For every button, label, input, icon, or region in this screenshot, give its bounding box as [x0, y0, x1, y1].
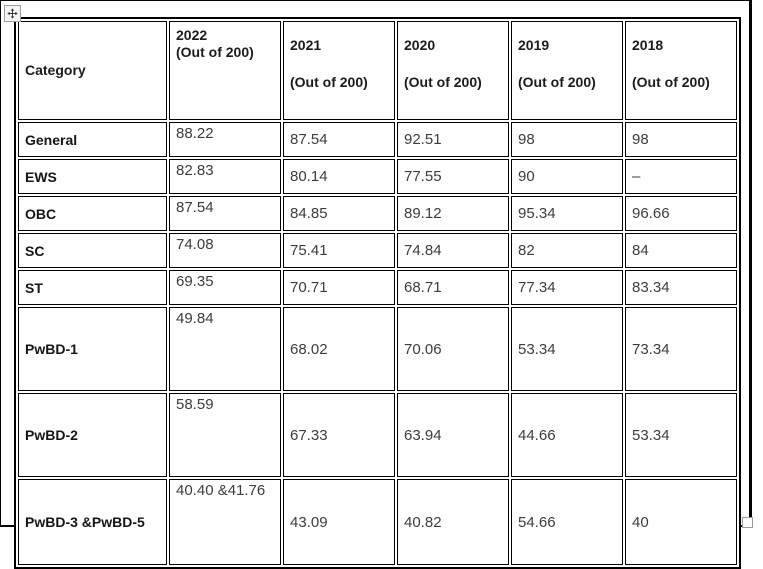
- value-cell[interactable]: 98: [511, 122, 623, 157]
- value-cell[interactable]: 82: [511, 233, 623, 268]
- value-cell[interactable]: 67.33: [283, 393, 395, 477]
- value-cell[interactable]: 68.71: [397, 270, 509, 305]
- value-cell[interactable]: 87.54: [169, 196, 281, 231]
- value-cell[interactable]: 84.85: [283, 196, 395, 231]
- value-cell[interactable]: 68.02: [283, 307, 395, 391]
- out-of-label: (Out of 200): [176, 44, 254, 60]
- year-label: 2020: [404, 37, 436, 53]
- value-cell[interactable]: 92.51: [397, 122, 509, 157]
- value-cell[interactable]: 80.14: [283, 159, 395, 194]
- value-cell[interactable]: 73.34: [625, 307, 737, 391]
- out-of-label: (Out of 200): [404, 74, 482, 90]
- table-row-st: ST 69.35 70.71 68.71 77.34 83.34: [18, 270, 737, 305]
- header-cell-2019[interactable]: 2019 (Out of 200): [511, 21, 623, 120]
- table-row-pwbd3-5: PwBD-3 &PwBD-5 40.40 &41.76 43.09 40.82 …: [18, 479, 737, 565]
- value-cell[interactable]: 74.84: [397, 233, 509, 268]
- table-row-pwbd1: PwBD-1 49.84 68.02 70.06 53.34 73.34: [18, 307, 737, 391]
- year-label: 2019: [518, 37, 550, 53]
- table-row-general: General 88.22 87.54 92.51 98 98: [18, 122, 737, 157]
- value-cell[interactable]: 70.06: [397, 307, 509, 391]
- value-cell[interactable]: 63.94: [397, 393, 509, 477]
- value-cell[interactable]: 88.22: [169, 122, 281, 157]
- value-cell[interactable]: 69.35: [169, 270, 281, 305]
- category-cell[interactable]: PwBD-3 &PwBD-5: [18, 479, 167, 565]
- value-cell[interactable]: 58.59: [169, 393, 281, 477]
- category-cell[interactable]: General: [18, 122, 167, 157]
- cutoff-table: Category 2022 (Out of 200) 2021 (Out of …: [14, 17, 741, 569]
- value-cell[interactable]: 84: [625, 233, 737, 268]
- category-cell[interactable]: EWS: [18, 159, 167, 194]
- table-row-ews: EWS 82.83 80.14 77.55 90 –: [18, 159, 737, 194]
- value-cell[interactable]: 95.34: [511, 196, 623, 231]
- value-cell[interactable]: 98: [625, 122, 737, 157]
- value-cell[interactable]: 40: [625, 479, 737, 565]
- out-of-label: (Out of 200): [518, 74, 596, 90]
- value-cell[interactable]: –: [625, 159, 737, 194]
- category-cell[interactable]: ST: [18, 270, 167, 305]
- value-cell[interactable]: 77.34: [511, 270, 623, 305]
- value-cell[interactable]: 90: [511, 159, 623, 194]
- move-icon: [7, 8, 18, 19]
- value-cell[interactable]: 75.41: [283, 233, 395, 268]
- out-of-label: (Out of 200): [632, 74, 710, 90]
- header-cell-2020[interactable]: 2020 (Out of 200): [397, 21, 509, 120]
- year-label: 2022: [176, 27, 208, 43]
- table-row-obc: OBC 87.54 84.85 89.12 95.34 96.66: [18, 196, 737, 231]
- header-cell-2021[interactable]: 2021 (Out of 200): [283, 21, 395, 120]
- value-cell[interactable]: 70.71: [283, 270, 395, 305]
- value-cell[interactable]: 53.34: [625, 393, 737, 477]
- value-cell[interactable]: 83.34: [625, 270, 737, 305]
- out-of-label: (Out of 200): [290, 74, 368, 90]
- value-cell[interactable]: 77.55: [397, 159, 509, 194]
- category-cell[interactable]: SC: [18, 233, 167, 268]
- value-cell[interactable]: 40.82: [397, 479, 509, 565]
- value-cell[interactable]: 40.40 &41.76: [169, 479, 281, 565]
- value-cell[interactable]: 87.54: [283, 122, 395, 157]
- value-cell[interactable]: 82.83: [169, 159, 281, 194]
- value-cell[interactable]: 53.34: [511, 307, 623, 391]
- cutoff-table-grid: Category 2022 (Out of 200) 2021 (Out of …: [16, 19, 739, 567]
- year-label: 2021: [290, 37, 322, 53]
- value-cell[interactable]: 54.66: [511, 479, 623, 565]
- year-label: 2018: [632, 37, 664, 53]
- header-row: Category 2022 (Out of 200) 2021 (Out of …: [18, 21, 737, 120]
- table-row-pwbd2: PwBD-2 58.59 67.33 63.94 44.66 53.34: [18, 393, 737, 477]
- value-cell[interactable]: 96.66: [625, 196, 737, 231]
- table-move-handle[interactable]: [4, 5, 21, 22]
- value-cell[interactable]: 43.09: [283, 479, 395, 565]
- category-cell[interactable]: PwBD-2: [18, 393, 167, 477]
- header-cell-category[interactable]: Category: [18, 21, 167, 120]
- header-cell-2018[interactable]: 2018 (Out of 200): [625, 21, 737, 120]
- category-cell[interactable]: PwBD-1: [18, 307, 167, 391]
- table-row-sc: SC 74.08 75.41 74.84 82 84: [18, 233, 737, 268]
- value-cell[interactable]: 89.12: [397, 196, 509, 231]
- value-cell[interactable]: 74.08: [169, 233, 281, 268]
- value-cell[interactable]: 44.66: [511, 393, 623, 477]
- value-cell[interactable]: 49.84: [169, 307, 281, 391]
- table-resize-handle[interactable]: [742, 517, 753, 528]
- category-cell[interactable]: OBC: [18, 196, 167, 231]
- header-cell-2022[interactable]: 2022 (Out of 200): [169, 21, 281, 120]
